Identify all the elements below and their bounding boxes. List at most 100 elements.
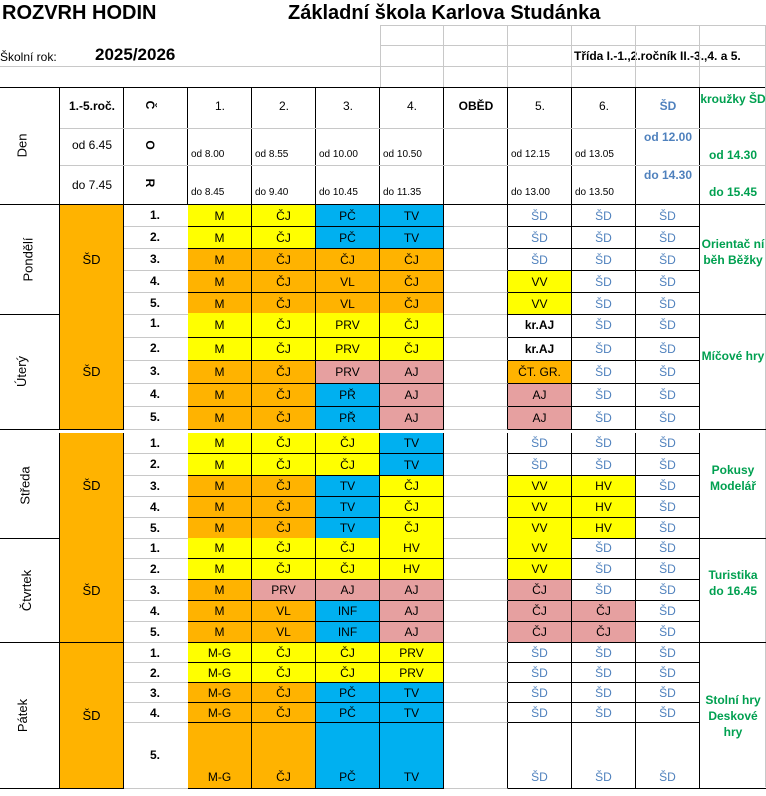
- lesson-cell: [444, 683, 508, 703]
- grid-line: [124, 314, 188, 315]
- lesson-cell: M: [188, 338, 252, 361]
- grid-line: [380, 25, 381, 87]
- lesson-cell: [444, 643, 508, 663]
- grid-line: [123, 518, 124, 539]
- grid-line: [123, 601, 124, 622]
- lesson-row-number: 2.: [150, 666, 161, 680]
- grid-line: [0, 204, 766, 205]
- grid-line: [124, 702, 188, 703]
- grid-line: [124, 579, 188, 580]
- grid-line: [123, 205, 124, 227]
- lesson-row-number: 4.: [150, 500, 161, 514]
- grid-line: [59, 87, 60, 205]
- lesson-cell: [444, 497, 508, 518]
- lesson-cell: ČJ: [508, 580, 572, 601]
- day-name: Úterý: [14, 355, 30, 387]
- lesson-cell: ŠD: [636, 538, 700, 559]
- lesson-cell: ČJ: [316, 538, 380, 559]
- header-roc-letter: Č: [143, 100, 157, 110]
- grid-line: [124, 538, 188, 539]
- time-to-p6: do 13.50: [575, 187, 614, 198]
- lesson-cell: PČ: [316, 227, 380, 249]
- lesson-row-number: 1.: [150, 316, 161, 330]
- lesson-cell: [444, 384, 508, 407]
- lesson-cell: ŠD: [508, 249, 572, 271]
- lesson-cell: PRV: [252, 580, 316, 601]
- grid-line: [124, 682, 188, 683]
- time-to-p4: do 11.35: [383, 187, 422, 198]
- grid-line: [123, 87, 124, 205]
- header-p4: 4.: [406, 99, 417, 113]
- lesson-cell: ŠD: [508, 433, 572, 454]
- lesson-cell: ČJ: [252, 454, 316, 476]
- grid-line: [123, 227, 124, 249]
- lesson-cell: HV: [572, 497, 636, 518]
- lesson-cell: ČJ: [572, 622, 636, 643]
- lesson-cell: TV: [316, 497, 380, 518]
- lesson-cell: ŠD: [636, 683, 700, 703]
- lesson-cell: [444, 205, 508, 227]
- grid-line: [124, 600, 188, 601]
- class-info: Třída I.-1.,2.ročník II.-3.,4. a 5.: [574, 49, 741, 63]
- grid-line: [124, 360, 188, 361]
- grid-line: [571, 25, 572, 87]
- lesson-cell: [444, 227, 508, 249]
- lesson-cell: ŠD: [508, 703, 572, 723]
- grid-line: [380, 25, 766, 26]
- lesson-cell: ŠD: [636, 601, 700, 622]
- header-roc-letter: R: [143, 178, 157, 188]
- club-activity: Orientač ní běh Běžky: [701, 237, 765, 267]
- grid-line: [0, 66, 380, 67]
- lesson-cell: INF: [316, 622, 380, 643]
- club-activity: Míčové hry: [701, 348, 765, 363]
- lesson-cell: VL: [316, 271, 380, 293]
- lesson-row-number: 5.: [150, 748, 161, 762]
- grid-line: [124, 270, 188, 271]
- grid-line: [124, 453, 188, 454]
- lesson-cell: ŠD: [636, 407, 700, 430]
- lesson-cell: ČJ: [252, 559, 316, 580]
- lesson-cell: [444, 538, 508, 559]
- grid-line: [380, 45, 766, 46]
- lesson-cell: [444, 476, 508, 497]
- lesson-cell: kr.AJ: [508, 338, 572, 361]
- grid-line: [571, 87, 572, 205]
- lesson-cell: ČJ: [252, 338, 316, 361]
- lesson-cell: ČJ: [252, 271, 316, 293]
- lesson-row-number: 5.: [150, 410, 161, 424]
- lesson-cell: [444, 249, 508, 271]
- lesson-cell: ŠD: [636, 384, 700, 407]
- lesson-cell: AJ: [380, 407, 444, 430]
- lesson-cell: AJ: [380, 361, 444, 384]
- lesson-row-number: 3.: [150, 583, 161, 597]
- school-year-label: Školní rok:: [0, 50, 57, 64]
- lesson-cell: ŠD: [572, 271, 636, 293]
- lesson-cell: HV: [572, 518, 636, 539]
- grid-line: [124, 337, 188, 338]
- lesson-cell: ČJ: [252, 407, 316, 430]
- grid-line: [124, 429, 188, 430]
- grid-line: [123, 580, 124, 601]
- lesson-cell: ŠD: [636, 433, 700, 454]
- lesson-cell: PRV: [316, 313, 380, 338]
- grid-line: [60, 165, 766, 166]
- time-to-p1: do 8.45: [191, 187, 225, 198]
- lesson-cell: M-G: [188, 703, 252, 723]
- lesson-cell: ČJ: [252, 683, 316, 703]
- time-to-p5: do 13.00: [511, 187, 550, 198]
- lesson-cell: M: [188, 476, 252, 497]
- lesson-cell: ČJ: [252, 538, 316, 559]
- header-grades: 1.-5.roč.: [68, 99, 116, 113]
- lesson-row-number: 1.: [150, 646, 161, 660]
- lesson-cell: ČJ: [252, 476, 316, 497]
- lesson-cell: M: [188, 271, 252, 293]
- header-sd: ŠD: [659, 99, 677, 113]
- header-p1: 1.: [214, 99, 225, 113]
- lesson-row-number: 3.: [150, 686, 161, 700]
- lesson-cell: M: [188, 384, 252, 407]
- lesson-cell: ČJ: [316, 433, 380, 454]
- lesson-cell: ŠD: [508, 663, 572, 683]
- morning-sd: ŠD: [60, 433, 124, 539]
- grid-line: [123, 723, 124, 789]
- lesson-cell: ČJ: [252, 433, 316, 454]
